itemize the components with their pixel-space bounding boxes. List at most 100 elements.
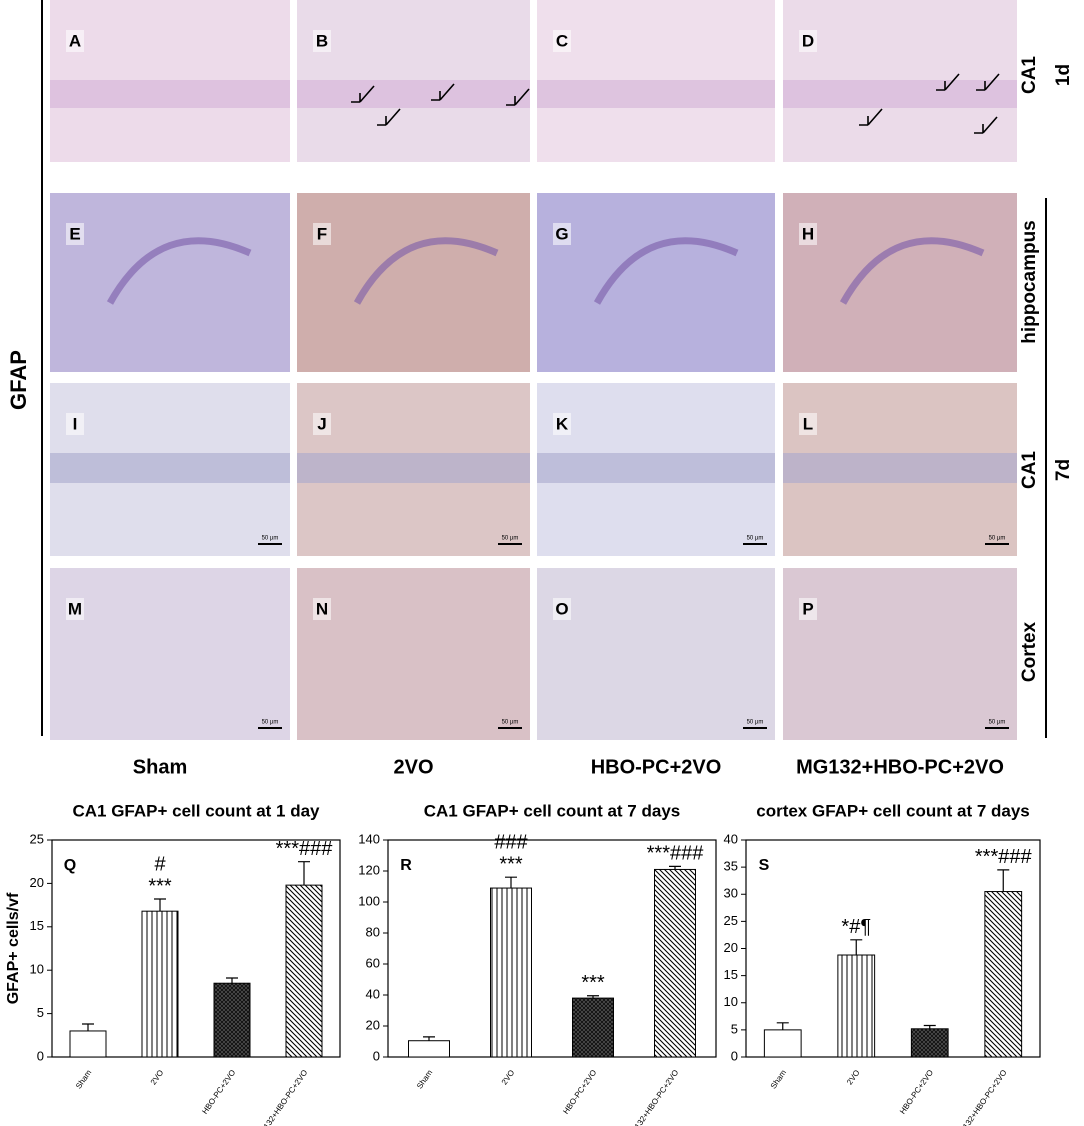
x-tick-label: MG132+HBO-PC+2VO (954, 1068, 1009, 1126)
plot-frame (51, 839, 341, 1058)
cell-layer (783, 80, 1017, 108)
panel-letter: K (556, 414, 569, 433)
y-tick-label: 100 (358, 893, 380, 908)
y-tick-label: 20 (30, 875, 44, 890)
error-bar (505, 876, 517, 889)
time-label: 7d (1053, 459, 1074, 481)
micrograph (537, 193, 775, 372)
scale-bar-label: 50 µm (262, 720, 279, 726)
arrow (859, 108, 883, 126)
column-label: 2VO (393, 756, 433, 778)
scale-bar-label: 50 µm (989, 536, 1006, 542)
panel-letter-bg (313, 413, 331, 435)
scale-bar-label: 50 µm (747, 536, 764, 542)
x-tick-label: 2VO (845, 1068, 862, 1086)
error-bar (669, 865, 681, 870)
cell-layer (50, 80, 290, 108)
y-tick-label: 40 (724, 831, 738, 846)
hippocampus-outline (353, 237, 499, 305)
error-bar (997, 869, 1010, 892)
cell-layer (297, 80, 530, 108)
bar (490, 887, 532, 1058)
micrograph (50, 193, 290, 372)
bar (654, 868, 696, 1058)
y-tick-label: 140 (358, 831, 380, 846)
chart-title: cortex GFAP+ cell count at 7 days (756, 801, 1030, 820)
hippocampus-outline (593, 237, 739, 305)
bar (910, 1028, 949, 1058)
panel-letter-bg (313, 598, 331, 620)
panel-letter: I (73, 414, 78, 433)
x-tick-label: HBO-PC+2VO (898, 1068, 935, 1116)
panel-letter: E (69, 224, 80, 243)
panel-letter: S (759, 857, 770, 874)
y-tick-label: 15 (724, 967, 738, 982)
x-tick-label: HBO-PC+2VO (200, 1068, 237, 1116)
y-tick-label: 25 (30, 831, 44, 846)
arrow (506, 88, 530, 106)
bar (572, 997, 614, 1058)
y-tick-label: 30 (724, 886, 738, 901)
cell-layer (50, 453, 290, 483)
panel-letter: R (400, 857, 412, 874)
significance-label: *** (581, 972, 605, 994)
y-tick-label: 0 (373, 1048, 380, 1063)
cell-layer (297, 453, 530, 483)
micrograph (783, 193, 1017, 372)
panel-letter-bg (799, 598, 817, 620)
panel-letter: J (317, 414, 326, 433)
panel-letter: L (803, 414, 813, 433)
y-tick-label: 40 (366, 986, 380, 1001)
panel-letter-bg (553, 413, 571, 435)
panel-letter: D (802, 31, 814, 50)
error-bar (776, 1022, 789, 1030)
error-bar (82, 1023, 94, 1031)
panel-letter: C (556, 31, 568, 50)
x-tick-label: HBO-PC+2VO (561, 1068, 598, 1116)
panel-letter: A (69, 31, 81, 50)
panel-letter-bg (313, 223, 331, 245)
cell-layer (537, 80, 775, 108)
panel-letter: B (316, 31, 328, 50)
significance-label: *** (148, 875, 172, 897)
scale-bar-label: 50 µm (502, 720, 519, 726)
error-bar (423, 1036, 435, 1041)
panel-letter: P (802, 599, 813, 618)
panel-letter-bg (313, 30, 331, 52)
x-tick-label: Sham (74, 1068, 94, 1091)
panel-letter: N (316, 599, 328, 618)
y-tick-label: 10 (30, 962, 44, 977)
bar (408, 1040, 450, 1058)
panel-letter-bg (66, 30, 84, 52)
scale-bar-label: 50 µm (989, 720, 1006, 726)
panel-letter: Q (64, 857, 76, 874)
arrow (974, 116, 998, 134)
panel-letter: G (555, 224, 568, 243)
micrograph (297, 568, 530, 740)
bar (837, 954, 876, 1058)
bar (69, 1030, 107, 1058)
panel-letter-bg (799, 223, 817, 245)
y-tick-label: 120 (358, 862, 380, 877)
y-tick-label: 0 (731, 1048, 738, 1063)
x-tick-label: Sham (415, 1068, 435, 1091)
significance-label: ### (494, 831, 528, 853)
x-tick-label: 2VO (149, 1068, 166, 1086)
micrograph (537, 568, 775, 740)
arrow (936, 73, 960, 91)
error-bar (587, 995, 599, 999)
column-label: HBO-PC+2VO (591, 756, 722, 778)
column-label: Sham (133, 756, 187, 778)
hippocampus-outline (839, 237, 985, 305)
error-bar (850, 939, 863, 956)
arrow (377, 108, 401, 126)
chart-title: CA1 GFAP+ cell count at 7 days (424, 801, 681, 820)
scale-bar-label: 50 µm (502, 536, 519, 542)
y-tick-label: 20 (366, 1017, 380, 1032)
panel-letter-bg (66, 223, 84, 245)
panel-letter-bg (553, 223, 571, 245)
y-tick-label: 20 (724, 940, 738, 955)
chart-title: CA1 GFAP+ cell count at 1 day (72, 801, 320, 820)
y-tick-label: 0 (37, 1048, 44, 1063)
